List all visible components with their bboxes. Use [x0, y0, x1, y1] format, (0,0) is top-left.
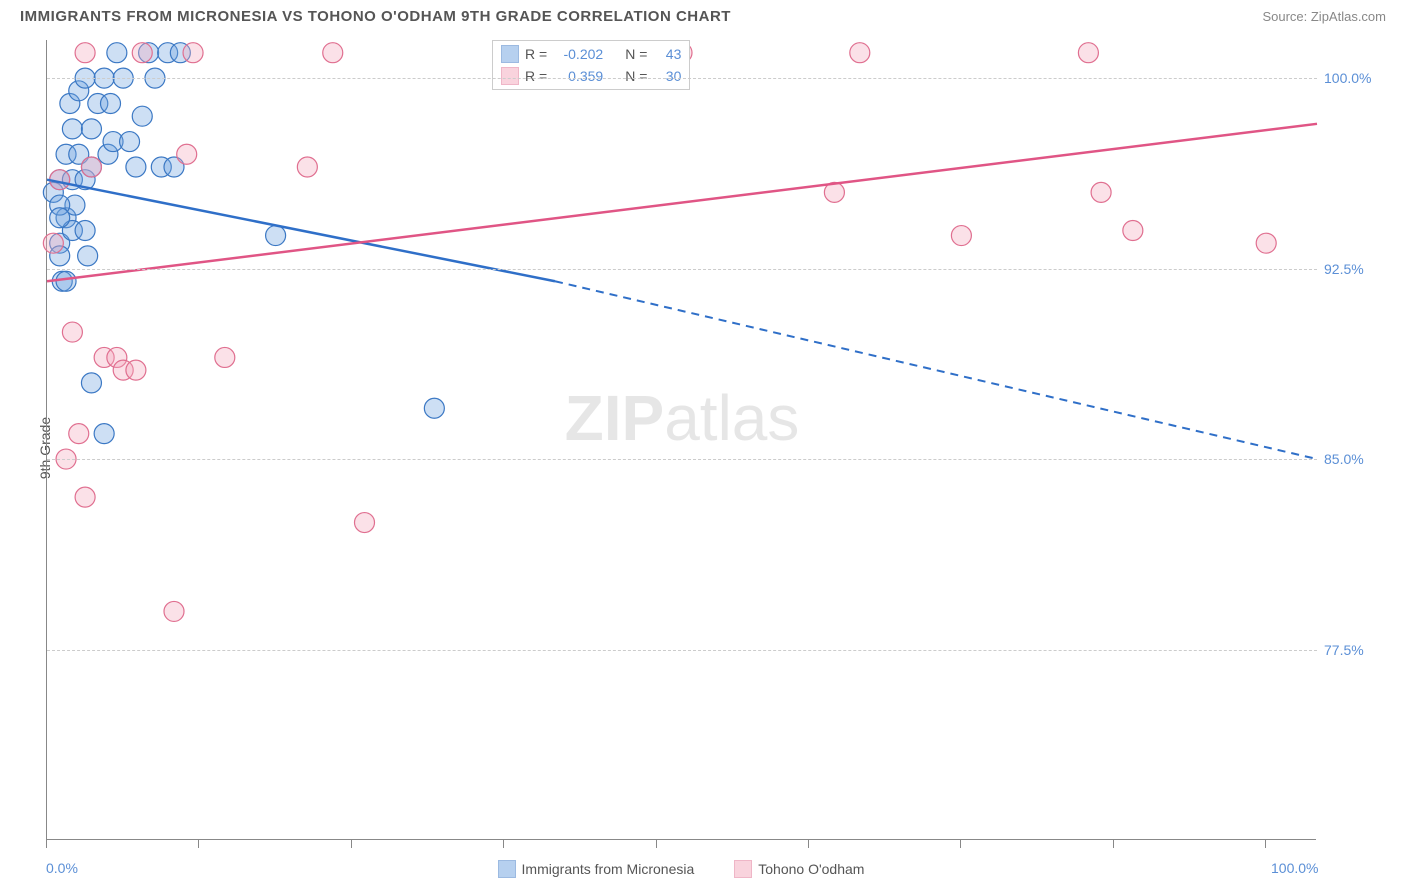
regression-line: [47, 124, 1317, 281]
data-point: [266, 226, 286, 246]
xtick: [351, 840, 352, 848]
data-point: [120, 132, 140, 152]
r-value: 0.359: [553, 68, 603, 84]
series-name: Immigrants from Micronesia: [522, 861, 695, 877]
legend-swatch: [498, 860, 516, 878]
xlabel-left: 0.0%: [46, 860, 78, 876]
xtick: [198, 840, 199, 848]
legend-row: R = -0.202 N = 43: [501, 43, 681, 65]
data-point: [424, 398, 444, 418]
data-point: [126, 360, 146, 380]
plot-area: ZIPatlas R = -0.202 N = 43 R = 0.359 N = 30: [46, 40, 1316, 840]
source-prefix: Source:: [1262, 9, 1310, 24]
n-label: N =: [625, 68, 647, 84]
xtick: [1265, 840, 1266, 848]
gridline-h: [47, 269, 1317, 270]
data-point: [81, 119, 101, 139]
data-point: [62, 322, 82, 342]
data-point: [164, 601, 184, 621]
watermark: ZIPatlas: [565, 382, 800, 454]
correlation-legend: R = -0.202 N = 43 R = 0.359 N = 30: [492, 40, 690, 90]
data-point: [107, 43, 127, 63]
xtick: [46, 840, 47, 848]
gridline-h: [47, 78, 1317, 79]
ytick-label: 92.5%: [1324, 261, 1364, 277]
data-point: [1256, 233, 1276, 253]
r-value: -0.202: [553, 46, 603, 62]
source-link[interactable]: ZipAtlas.com: [1311, 9, 1386, 24]
data-point: [323, 43, 343, 63]
ytick-label: 77.5%: [1324, 642, 1364, 658]
data-point: [132, 106, 152, 126]
chart-title: IMMIGRANTS FROM MICRONESIA VS TOHONO O'O…: [20, 8, 731, 25]
data-point: [78, 246, 98, 266]
source-label: Source: ZipAtlas.com: [1262, 9, 1386, 24]
gridline-h: [47, 650, 1317, 651]
data-point: [75, 487, 95, 507]
data-point: [69, 424, 89, 444]
series-name: Tohono O'odham: [758, 861, 864, 877]
data-point: [75, 43, 95, 63]
data-point: [75, 220, 95, 240]
data-point: [850, 43, 870, 63]
n-value: 43: [653, 46, 681, 62]
gridline-h: [47, 459, 1317, 460]
xtick: [503, 840, 504, 848]
data-point: [50, 208, 70, 228]
data-point: [177, 144, 197, 164]
data-point: [183, 43, 203, 63]
data-point: [62, 119, 82, 139]
data-point: [126, 157, 146, 177]
ytick-label: 85.0%: [1324, 451, 1364, 467]
n-value: 30: [653, 68, 681, 84]
data-point: [1091, 182, 1111, 202]
data-point: [215, 347, 235, 367]
xtick: [960, 840, 961, 848]
n-label: N =: [625, 46, 647, 62]
data-point: [132, 43, 152, 63]
r-label: R =: [525, 46, 547, 62]
legend-swatch: [501, 45, 519, 63]
legend-row: R = 0.359 N = 30: [501, 65, 681, 87]
data-point: [81, 373, 101, 393]
chart-container: 9th Grade ZIPatlas R =-0.202N =43R =0.35…: [46, 40, 1394, 840]
data-point: [355, 513, 375, 533]
xtick: [656, 840, 657, 848]
r-label: R =: [525, 68, 547, 84]
ytick-label: 100.0%: [1324, 70, 1371, 86]
data-point: [56, 271, 76, 291]
data-point: [43, 233, 63, 253]
data-point: [81, 157, 101, 177]
legend-item: Tohono O'odham: [734, 860, 864, 878]
data-point: [101, 93, 121, 113]
data-point: [1123, 220, 1143, 240]
data-point: [297, 157, 317, 177]
xlabel-right: 100.0%: [1271, 860, 1318, 876]
legend-item: Immigrants from Micronesia: [498, 860, 695, 878]
legend-swatch: [734, 860, 752, 878]
legend-swatch: [501, 67, 519, 85]
data-point: [94, 424, 114, 444]
regression-line: [47, 180, 555, 282]
data-point: [1078, 43, 1098, 63]
scatter-plot: ZIPatlas: [47, 40, 1317, 840]
xtick: [1113, 840, 1114, 848]
series-legend: Immigrants from Micronesia Tohono O'odham: [46, 860, 1316, 881]
xtick: [808, 840, 809, 848]
data-point: [951, 226, 971, 246]
